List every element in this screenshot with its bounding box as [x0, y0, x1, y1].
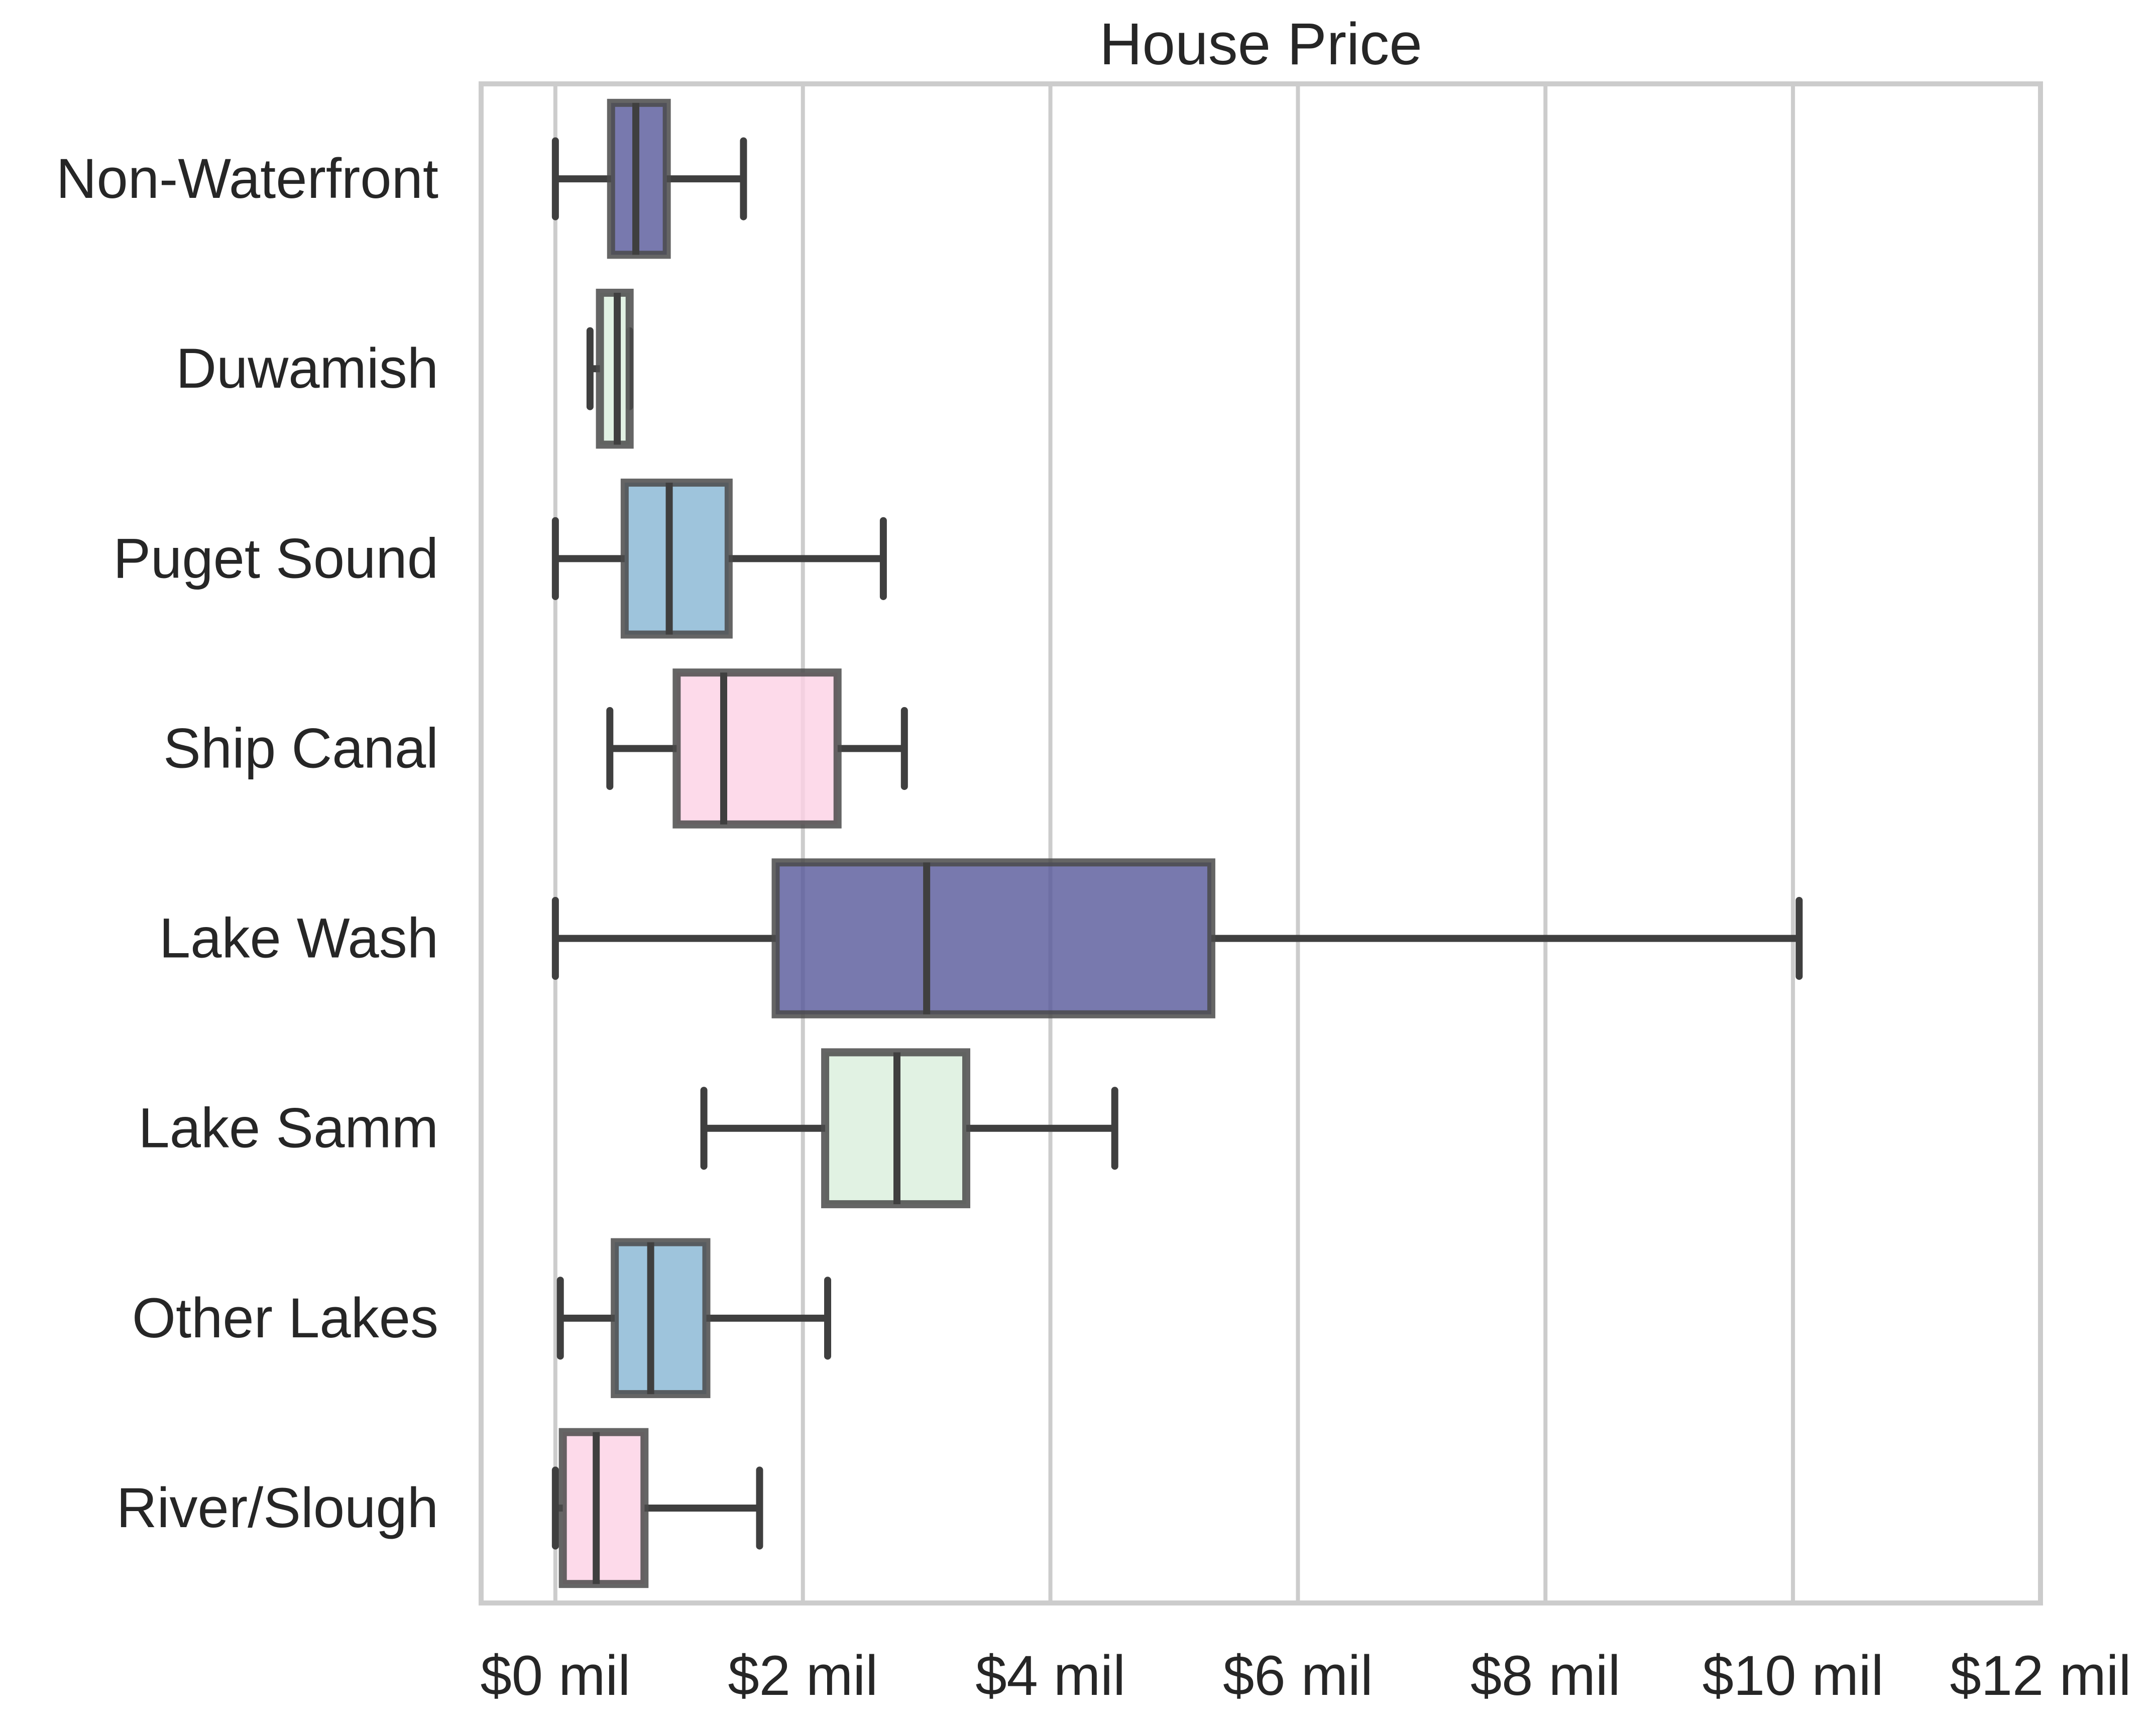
boxes: [551, 98, 1803, 1588]
box-puget-sound: [620, 479, 733, 639]
box-other-lakes: [611, 1238, 711, 1399]
box-group-river-slough: [551, 1428, 763, 1588]
y-tick-label-lake-wash: Lake Wash: [159, 907, 438, 970]
box-group-ship-canal: [606, 668, 908, 829]
x-tick-label-2: $4 mil: [975, 1644, 1125, 1707]
box-group-duwamish: [586, 288, 634, 449]
box-group-lake-wash: [551, 858, 1803, 1018]
chart-title: House Price: [1099, 11, 1422, 77]
plot-frame: [479, 81, 2043, 1605]
x-tick-label-4: $8 mil: [1470, 1644, 1621, 1707]
y-tick-label-lake-samm: Lake Samm: [138, 1097, 438, 1160]
y-tick-label-duwamish: Duwamish: [176, 337, 438, 400]
box-lake-wash: [771, 858, 1215, 1018]
box-group-non-waterfront: [551, 98, 747, 259]
x-tick-label-0: $0 mil: [480, 1644, 630, 1707]
box-group-puget-sound: [551, 479, 887, 639]
y-tick-label-river-slough: River/Slough: [117, 1476, 438, 1539]
box-river-slough: [558, 1428, 649, 1588]
x-tick-label-3: $6 mil: [1223, 1644, 1373, 1707]
x-tick-label-5: $10 mil: [1703, 1644, 1884, 1707]
box-group-other-lakes: [556, 1238, 831, 1399]
y-tick-label-other-lakes: Other Lakes: [132, 1287, 438, 1349]
y-tick-labels: Non-Waterfront Duwamish Puget Sound Ship Ca…: [56, 147, 438, 1539]
x-tick-label-1: $2 mil: [728, 1644, 878, 1707]
x-tick-labels: $0 mil $2 mil $4 mil $6 mil $8 mil $10 mil $12…: [480, 1644, 2131, 1707]
y-tick-label-puget-sound: Puget Sound: [113, 527, 438, 590]
x-tick-label-6: $12 mil: [1950, 1644, 2131, 1707]
box-ship-canal: [672, 668, 842, 829]
grid-lines: [553, 84, 2042, 1603]
box-group-lake-samm: [700, 1048, 1118, 1208]
y-tick-label-ship-canal: Ship Canal: [163, 717, 438, 779]
y-tick-label-non-waterfront: Non-Waterfront: [56, 147, 438, 210]
